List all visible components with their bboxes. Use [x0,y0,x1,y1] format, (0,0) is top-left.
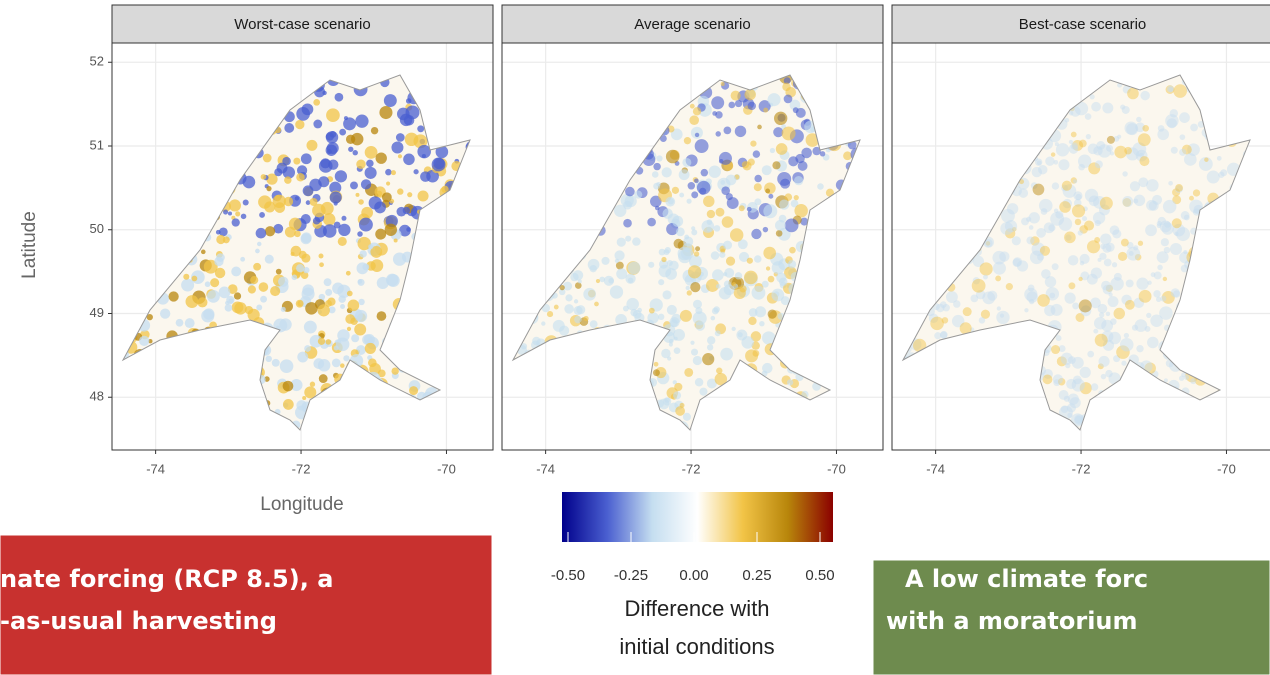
callout-text: A low climate forc [905,565,1148,593]
x-tick-label: -70 [437,461,456,476]
strip-label: Worst-case scenario [234,16,370,33]
strip-label: Best-case scenario [1019,16,1147,33]
strip [111,4,494,44]
panel-border [501,42,884,451]
colorbar-tick-label: 0.25 [742,567,771,584]
strip-label: Average scenario [634,16,750,33]
colorbar-title: Difference with [624,596,769,621]
x-tick-label: -70 [827,461,846,476]
colorbar-tick-label: -0.25 [614,567,648,584]
x-tick-label: -74 [926,461,945,476]
y-tick-label: 48 [90,389,104,404]
x-tick-label: -72 [682,461,701,476]
colorbar-tick-label: -0.50 [551,567,585,584]
y-axis-title: Latitude [19,211,40,279]
callout-text: nate forcing (RCP 8.5), a [0,565,333,593]
x-tick-label: -74 [536,461,555,476]
y-tick-label: 49 [90,305,104,320]
panel-border [891,42,1270,451]
x-tick-label: -72 [1072,461,1091,476]
colorbar-tick-label: 0.50 [805,567,834,584]
callout-box [872,559,1270,675]
callout-text: -as-usual harvesting [0,607,277,635]
y-tick-label: 51 [90,137,104,152]
x-tick-label: -74 [146,461,165,476]
y-tick-label: 50 [90,221,104,236]
colorbar [562,492,833,542]
y-tick-label: 52 [90,54,104,69]
facet-panel: Worst-case scenario 48 49 50 51 52 -74 -72 -70 [90,4,494,476]
panel-border [111,42,494,451]
facet-panel: Average scenario -74 -72 -70 [501,4,884,476]
callout-text: with a moratorium [886,607,1138,635]
x-axis-title: Longitude [260,494,343,515]
x-tick-label: -70 [1217,461,1236,476]
callout-box [0,534,493,675]
colorbar-title: initial conditions [619,634,774,659]
facet-panel: Best-case scenario -74 -72 -70 [891,4,1270,476]
x-tick-label: -72 [292,461,311,476]
strip [891,4,1270,44]
colorbar-tick-label: 0.00 [679,567,708,584]
strip [501,4,884,44]
